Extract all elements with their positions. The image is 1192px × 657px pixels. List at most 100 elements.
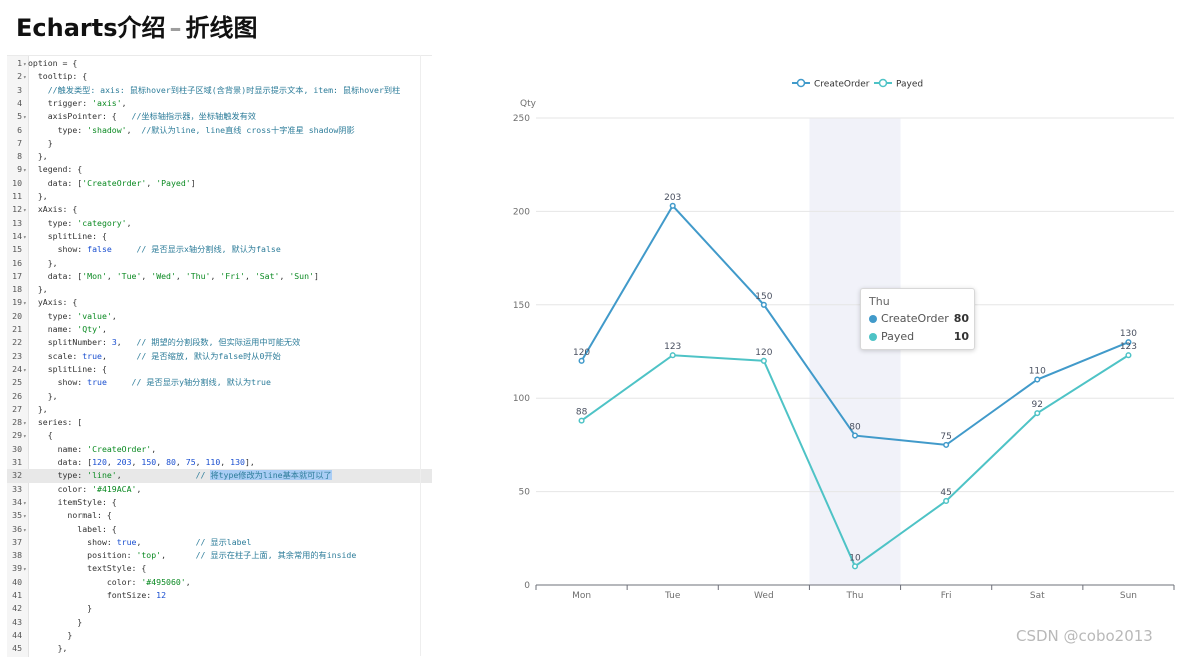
data-label: 203 bbox=[664, 193, 681, 203]
data-point[interactable] bbox=[943, 497, 950, 504]
line-number: 10 bbox=[12, 177, 22, 188]
data-label: 80 bbox=[849, 423, 861, 433]
watermark: CSDN @cobo2013 bbox=[1016, 627, 1153, 645]
code-line[interactable]: 6 type: 'shadow', //默认为line, line直线 cros… bbox=[7, 124, 432, 137]
legend-label[interactable]: Payed bbox=[896, 80, 923, 90]
code-line[interactable]: 10 data: ['CreateOrder', 'Payed'] bbox=[7, 177, 432, 190]
code-line[interactable]: 44 } bbox=[7, 629, 432, 642]
data-point[interactable] bbox=[1125, 339, 1132, 346]
code-line[interactable]: 31 data: [120, 203, 150, 80, 75, 110, 13… bbox=[7, 456, 432, 469]
code-line[interactable]: 32 type: 'line', // 将type修改为line基本就可以了 bbox=[7, 469, 432, 483]
code-line[interactable]: 36▾ label: { bbox=[7, 523, 432, 536]
series-dot-icon bbox=[869, 315, 877, 323]
data-point[interactable] bbox=[851, 432, 859, 439]
line-number: 42 bbox=[12, 603, 22, 614]
code-line[interactable]: 33 color: '#419ACA', bbox=[7, 483, 432, 496]
data-point[interactable] bbox=[851, 563, 859, 570]
y-tick-label: 200 bbox=[513, 207, 530, 217]
code-line[interactable]: 45 }, bbox=[7, 642, 432, 655]
code-text: }, bbox=[28, 284, 48, 295]
code-line[interactable]: 21 name: 'Qty', bbox=[7, 323, 432, 336]
code-line[interactable]: 39▾ textStyle: { bbox=[7, 562, 432, 575]
data-point[interactable] bbox=[1034, 410, 1041, 417]
code-line[interactable]: 27 }, bbox=[7, 403, 432, 416]
code-text: { bbox=[28, 430, 53, 441]
data-point[interactable] bbox=[760, 357, 767, 364]
legend-label[interactable]: CreateOrder bbox=[814, 80, 870, 90]
code-line[interactable]: 3 //触发类型: axis: 鼠标hover到柱子区域(含背景)时显示提示文本… bbox=[7, 84, 432, 97]
code-line[interactable]: 14▾ splitLine: { bbox=[7, 230, 432, 243]
code-text: color: '#495060', bbox=[28, 576, 191, 587]
code-editor[interactable]: 1▾option = {2▾ tooltip: {3 //触发类型: axis:… bbox=[7, 55, 432, 657]
data-point[interactable] bbox=[578, 417, 585, 424]
code-line[interactable]: 22 splitNumber: 3, // 期望的分割段数, 但实际运用中可能无… bbox=[7, 336, 432, 349]
code-line[interactable]: 42 } bbox=[7, 602, 432, 615]
legend-marker-icon[interactable] bbox=[796, 78, 806, 88]
code-text: }, bbox=[28, 257, 58, 268]
code-line[interactable]: 16 }, bbox=[7, 257, 432, 270]
code-line[interactable]: 26 }, bbox=[7, 390, 432, 403]
code-line[interactable]: 13 type: 'category', bbox=[7, 217, 432, 230]
code-line[interactable]: 15 show: false // 是否显示x轴分割线, 默认为false bbox=[7, 243, 432, 256]
x-tick-label: Sun bbox=[1120, 591, 1137, 601]
data-point[interactable] bbox=[1125, 352, 1132, 359]
line-number: 35 bbox=[12, 510, 22, 521]
code-line[interactable]: 40 color: '#495060', bbox=[7, 576, 432, 589]
code-line[interactable]: 34▾ itemStyle: { bbox=[7, 496, 432, 509]
x-tick-label: Sat bbox=[1030, 591, 1045, 601]
code-line[interactable]: 9▾ legend: { bbox=[7, 163, 432, 176]
code-line[interactable]: 17 data: ['Mon', 'Tue', 'Wed', 'Thu', 'F… bbox=[7, 270, 432, 283]
code-text: show: true // 是否显示y轴分割线, 默认为true bbox=[28, 377, 271, 388]
code-line[interactable]: 43 } bbox=[7, 616, 432, 629]
code-text: splitNumber: 3, // 期望的分割段数, 但实际运用中可能无效 bbox=[28, 337, 301, 348]
code-line[interactable]: 18 }, bbox=[7, 283, 432, 296]
line-number: 8 bbox=[17, 151, 22, 162]
data-point[interactable] bbox=[1034, 376, 1041, 383]
code-line[interactable]: 38 position: 'top', // 显示在柱子上面, 其余常用的有in… bbox=[7, 549, 432, 562]
code-line[interactable]: 28▾ series: [ bbox=[7, 416, 432, 429]
data-label: 123 bbox=[1120, 342, 1137, 352]
line-number-gutter bbox=[7, 56, 29, 657]
code-text: itemStyle: { bbox=[28, 496, 117, 507]
code-text: }, bbox=[28, 390, 58, 401]
code-line[interactable]: 4 trigger: 'axis', bbox=[7, 97, 432, 110]
code-line[interactable]: 35▾ normal: { bbox=[7, 509, 432, 522]
legend-marker-icon[interactable] bbox=[878, 78, 888, 88]
code-line[interactable]: 23 scale: true, // 是否缩放, 默认为false时从0开始 bbox=[7, 350, 432, 363]
code-text: type: 'value', bbox=[28, 310, 117, 321]
line-number: 6 bbox=[17, 124, 22, 135]
line-number: 4 bbox=[17, 97, 22, 108]
code-line[interactable]: 11 }, bbox=[7, 190, 432, 203]
code-line[interactable]: 5▾ axisPointer: { //坐标轴指示器，坐标轴触发有效 bbox=[7, 110, 432, 123]
data-point[interactable] bbox=[943, 441, 950, 448]
code-text: }, bbox=[28, 151, 48, 162]
code-line[interactable]: 19▾ yAxis: { bbox=[7, 296, 432, 309]
code-line[interactable]: 25 show: true // 是否显示y轴分割线, 默认为true bbox=[7, 376, 432, 389]
y-tick-label: 100 bbox=[513, 394, 530, 404]
data-point[interactable] bbox=[760, 301, 767, 308]
code-line[interactable]: 37 show: true, // 显示label bbox=[7, 536, 432, 549]
line-chart[interactable]: 0 50 100 150 200 250 Qty Mon Tue Wed Thu Fri Sat Sun 1… bbox=[490, 70, 1192, 610]
data-point[interactable] bbox=[669, 352, 676, 359]
line-number: 18 bbox=[12, 284, 22, 295]
code-line[interactable]: 30 name: 'CreateOrder', bbox=[7, 443, 432, 456]
code-line[interactable]: 7 } bbox=[7, 137, 432, 150]
code-line[interactable]: 24▾ splitLine: { bbox=[7, 363, 432, 376]
code-line[interactable]: 1▾option = { bbox=[7, 57, 432, 70]
code-line[interactable]: 12▾ xAxis: { bbox=[7, 203, 432, 216]
line-number: 11 bbox=[12, 191, 22, 201]
line-number: 32 bbox=[12, 470, 22, 481]
series-dot-icon bbox=[869, 333, 877, 341]
code-line[interactable]: 20 type: 'value', bbox=[7, 310, 432, 323]
data-point[interactable] bbox=[578, 357, 585, 364]
data-point[interactable] bbox=[669, 202, 676, 209]
code-text: series: [ bbox=[28, 417, 83, 428]
line-number: 37 bbox=[12, 536, 22, 547]
code-line[interactable]: 41 fontSize: 12 bbox=[7, 589, 432, 602]
slide-title: Echarts介绍 – 折线图 bbox=[16, 8, 258, 43]
code-line[interactable]: 2▾ tooltip: { bbox=[7, 70, 432, 83]
tooltip-title: Thu bbox=[869, 295, 890, 308]
code-line[interactable]: 29▾ { bbox=[7, 429, 432, 442]
code-text: tooltip: { bbox=[28, 71, 88, 82]
code-line[interactable]: 8 }, bbox=[7, 150, 432, 163]
